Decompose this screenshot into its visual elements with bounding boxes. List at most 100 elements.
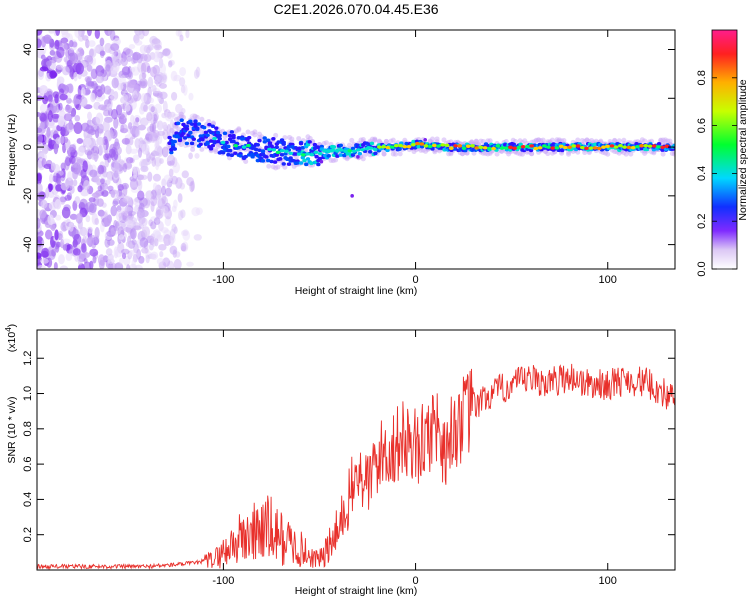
spectrogram-cell	[100, 221, 105, 233]
spectrogram-cell	[66, 192, 73, 201]
spectrogram-cell	[134, 30, 143, 36]
spectrogram-cell	[285, 157, 290, 161]
spectrogram-cell	[672, 143, 675, 148]
spectrogram-cell	[274, 145, 280, 150]
spectrogram-cell	[114, 221, 120, 231]
spectrogram-cell	[172, 161, 181, 174]
snr-ylabel: SNR (10 * v/v)	[6, 396, 18, 463]
spectrogram-cell	[191, 207, 201, 217]
snr-panel: -100 0 100 0.2 0.4 0.6 0.8 1.0 1.2 Height of str…	[4, 324, 676, 597]
spectrogram-cell	[55, 241, 62, 248]
spectrogram-cell	[75, 213, 83, 224]
spectrogram-cell	[296, 136, 302, 142]
spectrogram-cell	[61, 238, 71, 244]
spectrogram-cell	[546, 145, 551, 149]
spectrogram-cell	[338, 143, 344, 148]
spectrogram-cell	[74, 115, 81, 122]
spectrogram-cell	[106, 230, 116, 237]
spectrogram-cell	[195, 126, 200, 131]
spectrogram-cell	[429, 136, 435, 142]
spectrogram-cell	[260, 149, 266, 153]
spectrogram-cell	[212, 136, 217, 141]
spectrogram-cell	[124, 104, 131, 112]
spectrogram-cell	[189, 181, 195, 193]
spectrogram-cell	[184, 127, 190, 131]
spectrogram-cell	[148, 104, 156, 112]
spectrogram-cell	[106, 103, 113, 111]
page-title: C2E1.2026.070.04.45.E36	[273, 1, 438, 17]
spectrogram-cell	[177, 138, 183, 143]
spectrogram-cell	[60, 182, 70, 191]
spectrogram-cell	[457, 144, 463, 148]
spectrogram-cell	[55, 173, 62, 185]
spectrogram-cell	[368, 146, 374, 150]
spectrogram-cell	[236, 135, 241, 140]
spectrogram-cell	[487, 138, 493, 144]
spectrogram-cell	[72, 98, 81, 105]
spectrogram-cell	[126, 205, 133, 214]
spectrogram-cell	[170, 70, 178, 82]
spectrogram-cell	[508, 145, 513, 150]
spectrogram-cell	[436, 144, 442, 148]
spectrogram-cell	[72, 179, 78, 187]
spectrogram-cell	[224, 140, 229, 145]
spectrogram-cell	[40, 119, 45, 130]
spectrogram-cell	[190, 180, 195, 192]
spectrogram-cell	[136, 208, 145, 219]
spectrogram-cell	[360, 147, 365, 152]
spectrogram-cell	[163, 174, 173, 183]
spectrogram-cell	[180, 242, 187, 252]
spectrogram-cell	[184, 124, 190, 129]
spectrogram-cell	[305, 142, 311, 147]
spectrogram-cell	[69, 213, 78, 220]
spectrogram-cell	[150, 251, 159, 261]
spectrogram-cell	[172, 147, 177, 151]
spectrogram-cell	[257, 138, 262, 143]
spectrogram-cell	[147, 171, 153, 182]
spectrogram-cell	[385, 148, 390, 153]
spectrogram-cell	[82, 160, 88, 173]
spectrogram-cell	[434, 136, 440, 142]
spectrogram-cell	[319, 144, 324, 149]
spectrogram-cell	[55, 214, 62, 221]
spectrogram-cell	[201, 125, 207, 130]
spectrogram-cell	[313, 150, 319, 154]
spectrogram-cell	[129, 148, 139, 154]
spectrogram-cell	[139, 53, 148, 62]
spectrogram-cell	[210, 124, 216, 129]
spectrogram-cell	[54, 93, 59, 104]
spectrogram-cell	[39, 112, 47, 122]
spectrogram-cell	[162, 257, 171, 267]
spectrogram-cell	[100, 178, 105, 184]
spectrogram-cell	[389, 145, 395, 149]
spectrogram-cell	[127, 79, 136, 89]
spectrogram-cell	[220, 140, 226, 145]
y-tick-label: 1.2	[22, 351, 34, 366]
spectrogram-cell	[478, 145, 484, 149]
spectrogram-cell	[137, 147, 143, 158]
spectrogram-cell	[85, 125, 95, 134]
spectrogram-cell	[180, 209, 186, 219]
spectrogram-cell	[107, 254, 115, 265]
spectrogram-cell	[77, 146, 85, 157]
colorbar: 0.0 0.2 0.4 0.6 0.8 Normalized spectral ampl…	[696, 29, 749, 277]
spectrogram-cell	[126, 55, 133, 62]
spectrogram-cell	[229, 153, 235, 158]
spectrogram-cell	[39, 84, 48, 94]
spectrogram-cell	[56, 64, 64, 70]
spectrogram-cell	[110, 227, 118, 236]
spectrogram-cell	[66, 122, 74, 133]
spectrogram-cell	[406, 144, 412, 149]
spectrogram-cell	[120, 248, 130, 255]
spectrogram-cell	[138, 255, 145, 264]
spectrogram-cell	[134, 40, 143, 46]
spectrogram-cell	[145, 113, 155, 124]
spectrogram-cell	[278, 157, 283, 161]
spectrogram-cell	[385, 145, 391, 150]
spectrogram-cell	[53, 142, 59, 155]
spectrogram-cell	[137, 80, 143, 86]
spectrogram-cell	[42, 95, 49, 105]
spectrogram-cell	[111, 55, 119, 68]
spectrogram-cell	[43, 34, 52, 44]
spectrogram-cell	[208, 146, 214, 151]
